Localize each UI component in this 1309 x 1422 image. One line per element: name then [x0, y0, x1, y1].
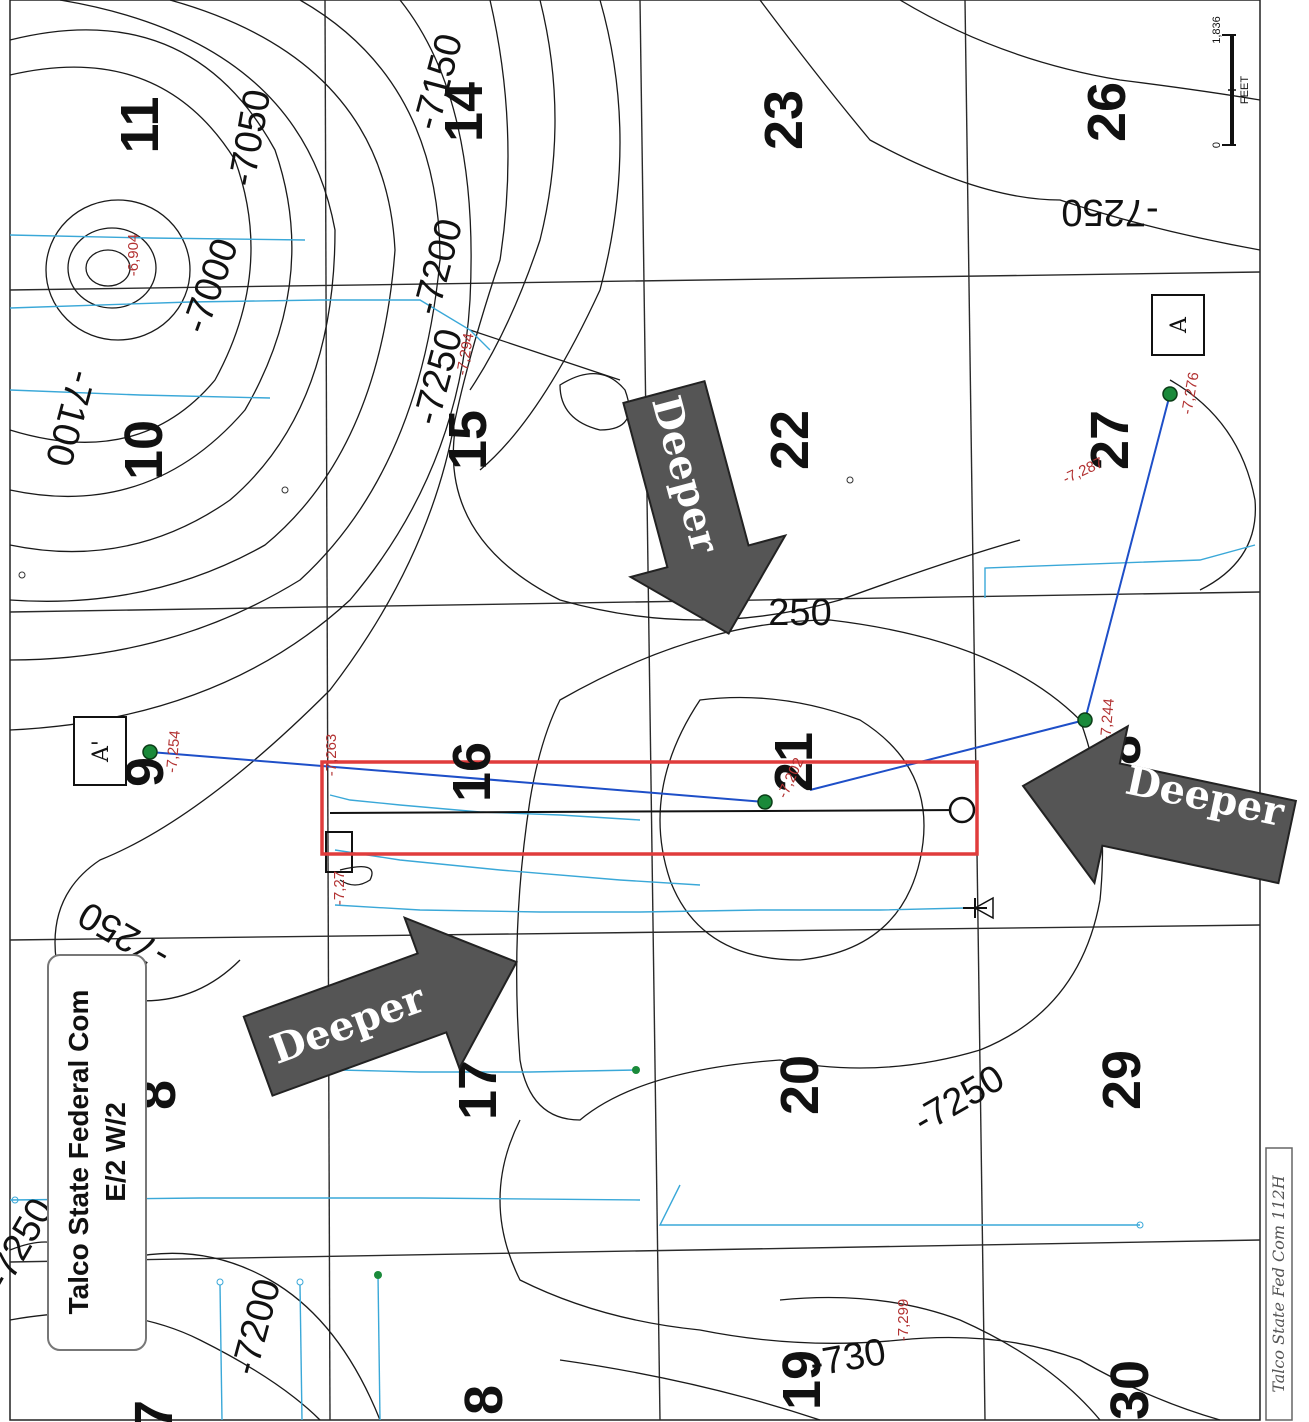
- cross-section-line: [149, 393, 1171, 803]
- well-value: -7,244: [1097, 698, 1118, 742]
- endpoint-a-label: A: [1167, 316, 1192, 334]
- section-number: 14: [434, 82, 494, 142]
- title-line-2: E/2 W/2: [100, 1102, 131, 1202]
- scale-bar: 0 1,836 FEET: [1211, 16, 1251, 148]
- scale-zero: 0: [1211, 142, 1223, 148]
- scale-unit: FEET: [1239, 76, 1251, 104]
- proposed-lateral: [325, 796, 976, 873]
- contour-label: -7200: [406, 215, 472, 320]
- scale-distance: 1,836: [1211, 16, 1223, 44]
- surface-location: [325, 831, 353, 873]
- endpoint-a-prime: A': [73, 716, 127, 786]
- section-number: 19: [772, 1350, 832, 1410]
- well-value: -7,254: [163, 730, 184, 774]
- section-numbers: 11 10 14 15 23 22 26 27 9 16 21 28 8 17 …: [110, 82, 1160, 1422]
- map-frame: [9, 0, 1261, 1421]
- deeper-arrow-right: Deeper: [1021, 724, 1298, 886]
- contour-label: -7250: [1061, 191, 1158, 233]
- well-paths: [9, 234, 1256, 1421]
- endpoint-a-prime-label: A': [89, 740, 114, 763]
- contour-label: -7250: [906, 1057, 1011, 1142]
- section-number: 8: [454, 1385, 514, 1415]
- contour-lines: [9, 0, 1261, 1421]
- section-number: 16: [442, 742, 502, 802]
- footer-box: Talco State Fed Com 112H: [1265, 1147, 1293, 1421]
- contour-label: -730: [807, 1331, 889, 1386]
- contour-label: -7050: [221, 86, 279, 189]
- deeper-arrow-top: Deeper: [622, 379, 788, 635]
- section-number: 20: [770, 1055, 830, 1115]
- title-box: Talco State Federal Com E/2 W/2: [47, 954, 147, 1351]
- contour-label: -7200: [224, 1275, 290, 1380]
- well-value: -7,27: [331, 871, 348, 905]
- section-number: 26: [1077, 82, 1137, 142]
- contour-label: -7000: [174, 233, 247, 339]
- section-number: 10: [114, 420, 174, 480]
- well-value: -7,263: [323, 734, 340, 777]
- section-number: 29: [1092, 1050, 1152, 1110]
- well-value: -7,276: [1179, 371, 1203, 416]
- section-number: 17: [448, 1060, 508, 1120]
- section-number: 7: [124, 1400, 184, 1422]
- footer-label: Talco State Fed Com 112H: [1269, 1174, 1288, 1392]
- well-symbol: [963, 896, 994, 920]
- well-value: -6,904: [125, 234, 142, 277]
- section-number: 11: [110, 96, 170, 153]
- endpoint-a: A: [1151, 294, 1205, 356]
- bottom-hole-location: [948, 796, 976, 824]
- section-number: 23: [754, 90, 814, 150]
- section-number: 27: [1080, 410, 1140, 470]
- contour-labels: -7050 -7100 -7000 -7150 -7200 -7250 -725…: [0, 30, 1159, 1386]
- section-number: 21: [764, 732, 824, 792]
- highlight-box: [320, 760, 979, 856]
- section-number: 30: [1100, 1360, 1160, 1420]
- section-number: 15: [438, 410, 498, 470]
- contour-label: 250: [768, 592, 831, 634]
- well-value: -7,299: [895, 1299, 912, 1342]
- well-dots: [11, 386, 1178, 1286]
- title-line-1: Talco State Federal Com: [63, 990, 94, 1315]
- section-number: 22: [760, 410, 820, 470]
- contour-label: -7100: [37, 366, 103, 471]
